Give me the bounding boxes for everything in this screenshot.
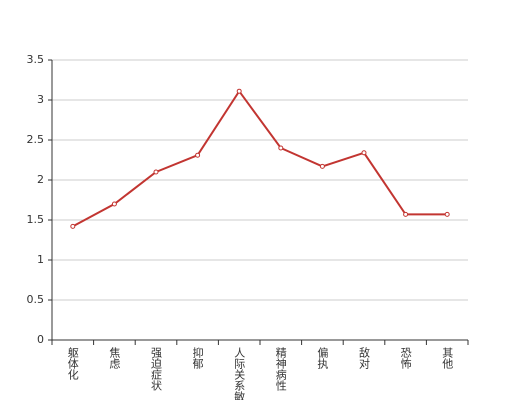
y-tick-label: 1.5 — [27, 213, 45, 226]
x-tick-label: 敌对 — [358, 346, 371, 369]
x-tick-label: 其他 — [441, 347, 454, 369]
y-tick-label: 2.5 — [27, 133, 45, 146]
point — [403, 211, 409, 217]
y-tick-label: 3 — [37, 93, 44, 106]
point — [319, 163, 325, 169]
x-tick-label: 人际关系敏感 — [233, 347, 246, 400]
point — [153, 169, 159, 175]
y-tick-label: 1 — [37, 253, 44, 266]
line — [72, 89, 448, 228]
y-tick-label: 2 — [37, 173, 44, 186]
point — [111, 201, 117, 207]
y-tick-label: 0.5 — [27, 293, 45, 306]
point — [278, 145, 284, 151]
x-tick-label: 强迫症状 — [150, 347, 163, 391]
y-tick-label: 3.5 — [27, 53, 45, 66]
point — [195, 152, 201, 158]
point — [444, 211, 450, 217]
point — [70, 223, 76, 229]
x-tick-label: 焦虑 — [108, 347, 121, 369]
x-tick-label: 偏执 — [316, 346, 329, 370]
x-tick-label: 躯体化 — [66, 347, 79, 381]
point — [361, 150, 367, 156]
x-tick-label: 恐怖 — [399, 347, 412, 369]
x-tick-label: 抑郁 — [191, 346, 204, 369]
y-tick-label: 0 — [37, 333, 44, 346]
x-tick-label: 精神病性 — [274, 347, 287, 392]
point — [236, 88, 242, 94]
